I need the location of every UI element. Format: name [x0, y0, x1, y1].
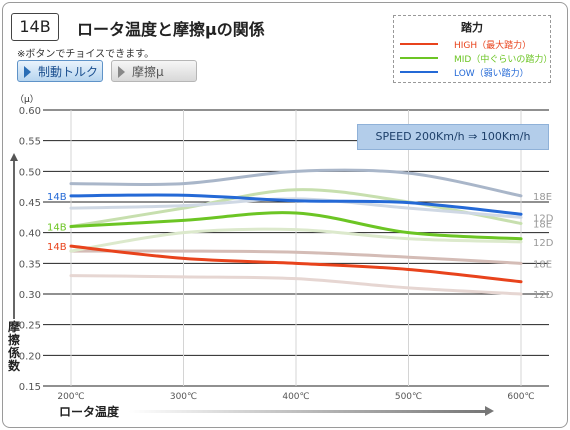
- braking-torque-button[interactable]: 制動トルク: [17, 60, 103, 82]
- y-axis-arrow-icon: [10, 153, 18, 161]
- series-line-14b-mid: [69, 211, 523, 241]
- series-line-12d-high: [69, 274, 523, 296]
- braking-torque-label: 制動トルク: [38, 65, 99, 79]
- legend-label-mid: MID（中ぐらいの踏力）: [454, 55, 553, 65]
- series-line-12d-mid: [69, 227, 523, 253]
- series-line-12d-low: [69, 197, 523, 219]
- series-label-right: 12D: [533, 290, 554, 301]
- y-axis-arrow-shaft: [13, 161, 15, 319]
- x-axis-title: ロータ温度: [59, 405, 120, 419]
- y-tick-label: 0.40: [19, 229, 41, 240]
- legend-item-high: HIGH（最大踏力）: [400, 38, 546, 51]
- x-axis-arrow-shaft: [129, 410, 485, 413]
- play-arrow-icon: [118, 66, 125, 78]
- legend-title: 踏力: [461, 21, 483, 34]
- y-tick-label: 0.50: [19, 167, 41, 178]
- legend-item-mid: MID（中ぐらいの踏力）: [400, 52, 552, 65]
- series-label-right: 12D: [533, 213, 554, 224]
- y-tick-label: 0.55: [19, 137, 41, 148]
- x-tick-label: 600℃: [507, 392, 534, 402]
- series-label-right: 18E: [533, 219, 552, 230]
- y-axis-title: 摩擦係数: [7, 320, 20, 373]
- friction-mu-label: 摩擦μ: [132, 65, 164, 79]
- instruction-note: ※ボタンでチョイスできます。: [17, 49, 155, 60]
- x-axis-arrow-icon: [485, 406, 494, 416]
- legend-item-low: LOW（弱い踏力）: [400, 66, 546, 79]
- model-badge: 14B: [11, 13, 59, 41]
- x-tick-label: 400℃: [282, 392, 309, 402]
- series-label-left: 14B: [47, 192, 67, 203]
- series-line-14b-low: [69, 193, 523, 216]
- legend-swatch-mid: [400, 57, 438, 59]
- series-label-left: 14B: [47, 223, 67, 234]
- play-arrow-icon: [24, 66, 31, 78]
- page-title: ロータ温度と摩擦μの関係: [77, 20, 265, 39]
- legend: 踏力 HIGH（最大踏力） MID（中ぐらいの踏力） LOW（弱い踏力）: [393, 15, 552, 83]
- series-line-18e-mid: [69, 188, 523, 229]
- y-tick-label: 0.45: [19, 198, 41, 209]
- speed-banner: SPEED 200Km/h ⇒ 100Km/h: [357, 124, 549, 150]
- series-label-right: 12D: [533, 238, 554, 249]
- y-tick-label: 0.20: [19, 351, 41, 362]
- y-tick-label: 0.35: [19, 259, 41, 270]
- x-tick-label: 200℃: [57, 392, 84, 402]
- legend-swatch-high: [400, 43, 438, 45]
- series-label-left: 14B: [47, 242, 67, 253]
- y-tick-label: 0.30: [19, 290, 41, 301]
- legend-label-low: LOW（弱い踏力）: [454, 69, 529, 79]
- legend-label-high: HIGH（最大踏力）: [454, 41, 532, 51]
- y-unit-label: （μ）: [15, 95, 39, 105]
- friction-mu-button[interactable]: 摩擦μ: [111, 60, 197, 82]
- series-label-right: 18E: [533, 192, 552, 203]
- series-label-right: 18E: [533, 259, 552, 270]
- series-line-18e-low: [69, 168, 523, 198]
- series-line-14b-high: [69, 244, 523, 284]
- series-line-18e-high: [69, 249, 523, 265]
- y-tick-label: 0.60: [19, 106, 41, 117]
- legend-swatch-low: [400, 71, 438, 73]
- x-tick-label: 300℃: [170, 392, 197, 402]
- y-tick-label: 0.25: [19, 321, 41, 332]
- friction-chart: 0.60 0.55 0.50 0.45 0.40 0.35 0.30 0.25 0.20 0.15…: [19, 106, 554, 402]
- y-tick-label: 0.15: [19, 382, 41, 393]
- x-tick-label: 500℃: [395, 392, 422, 402]
